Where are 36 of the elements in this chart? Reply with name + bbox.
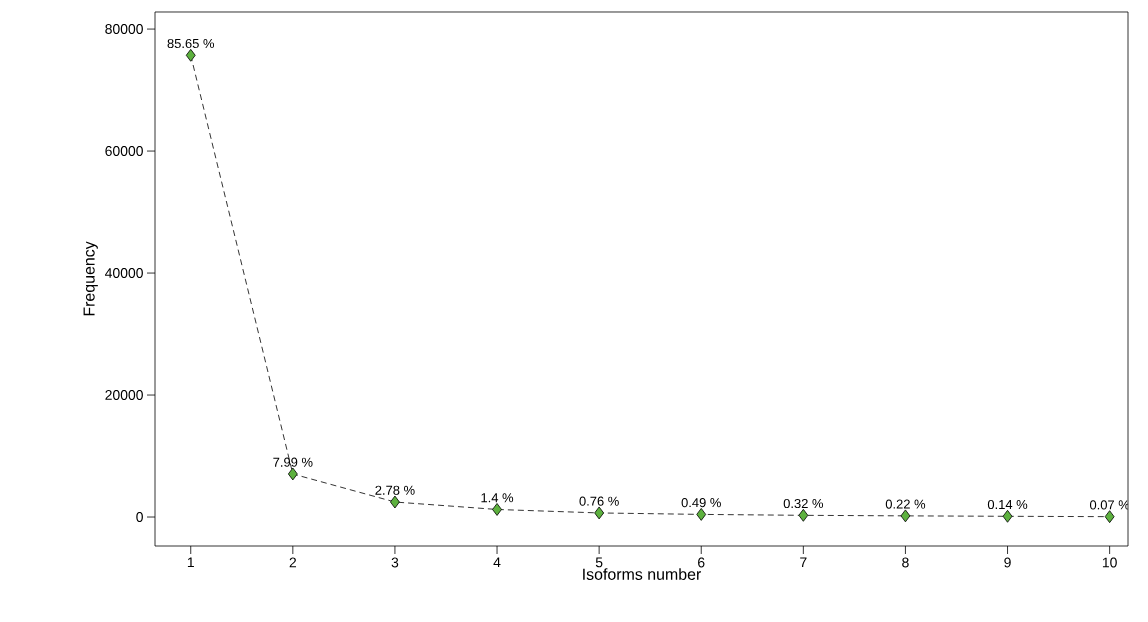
y-tick-label: 0 <box>136 512 143 522</box>
point <box>594 506 605 520</box>
point <box>492 503 502 516</box>
x-tick-label: 1 <box>187 557 194 568</box>
annotation: 0.22 % <box>885 499 926 509</box>
point <box>287 467 298 481</box>
x-axis-title: Isoforms number <box>583 568 702 580</box>
annotation: 85.65 % <box>167 38 215 49</box>
y-tick-label: 40000 <box>105 268 143 278</box>
x-tick-label: 3 <box>391 557 399 568</box>
point <box>390 495 400 509</box>
point <box>185 48 196 62</box>
y-axis-title: Frequency <box>83 241 98 316</box>
x-tick-label: 5 <box>595 557 603 568</box>
annotation: 7.99 % <box>273 457 313 467</box>
x-tick-label: 8 <box>902 557 909 568</box>
x-tick-label: 10 <box>1102 557 1117 568</box>
x-tick-label: 6 <box>698 557 705 568</box>
point <box>696 508 707 521</box>
point <box>1002 509 1013 523</box>
x-tick-label: 4 <box>493 557 501 568</box>
point <box>1104 510 1115 524</box>
annotation: 2.78 % <box>375 485 415 495</box>
annotation: 0.14 % <box>987 499 1028 510</box>
point <box>798 508 809 522</box>
annotation: 0.49 % <box>681 498 721 508</box>
y-tick-label: 80000 <box>105 24 143 35</box>
x-tick-label: 2 <box>289 557 297 568</box>
annotation: 0.76 % <box>579 496 619 506</box>
x-tick-label: 9 <box>1004 557 1011 568</box>
point <box>900 509 911 523</box>
y-tick-label: 20000 <box>105 390 143 400</box>
annotation: 1.4 % <box>481 493 514 503</box>
annotation: 0.32 % <box>783 498 824 509</box>
y-tick-label: 60000 <box>105 146 143 156</box>
x-tick-label: 7 <box>800 557 807 568</box>
